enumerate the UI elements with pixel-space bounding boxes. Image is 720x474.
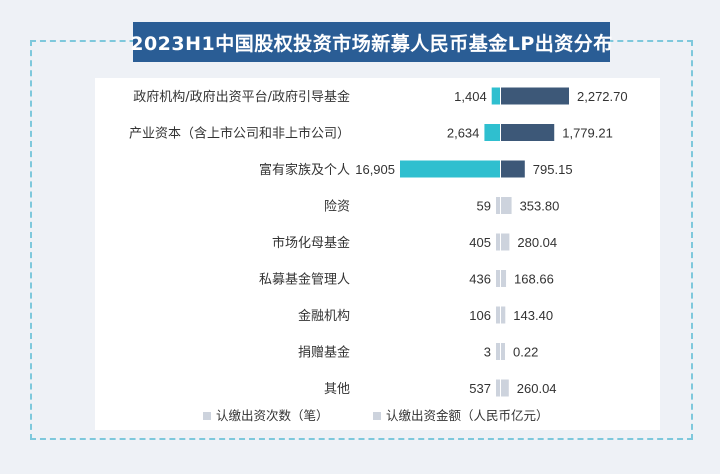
amount-bar bbox=[501, 379, 509, 397]
amount-bar bbox=[501, 124, 555, 141]
chart-panel: 政府机构/政府出资平台/政府引导基金 1,404 2,272.70 产业资本（含上市公… bbox=[95, 78, 660, 430]
amount-bar bbox=[501, 160, 525, 178]
amount-value-label: 353.80 bbox=[520, 199, 560, 214]
legend-swatch bbox=[373, 412, 381, 420]
count-value-label: 537 bbox=[469, 381, 491, 396]
count-value-label: 2,634 bbox=[447, 126, 480, 141]
count-value-label: 1,404 bbox=[454, 89, 487, 104]
count-value-label: 106 bbox=[469, 308, 491, 323]
count-value-label: 59 bbox=[477, 199, 491, 214]
category-label: 捐赠基金 bbox=[298, 345, 350, 361]
amount-bar bbox=[501, 87, 569, 105]
amount-value-label: 2,272.70 bbox=[577, 89, 628, 104]
count-value-label: 16,905 bbox=[355, 162, 395, 177]
amount-bar bbox=[501, 343, 505, 360]
category-label: 富有家族及个人 bbox=[259, 162, 350, 178]
amount-bar bbox=[501, 270, 507, 287]
category-label: 产业资本（含上市公司和非上市公司） bbox=[129, 126, 350, 142]
count-bar bbox=[496, 233, 500, 251]
category-label: 市场化母基金 bbox=[272, 235, 350, 251]
count-value-label: 405 bbox=[469, 235, 491, 250]
amount-value-label: 0.22 bbox=[513, 345, 538, 360]
category-label: 私募基金管理人 bbox=[259, 272, 350, 288]
amount-bar bbox=[501, 233, 510, 251]
count-value-label: 436 bbox=[469, 272, 491, 287]
legend-swatch bbox=[203, 412, 211, 420]
category-label: 险资 bbox=[324, 200, 350, 215]
count-bar bbox=[484, 124, 500, 141]
legend-label: 认缴出资金额（人民币亿元） bbox=[386, 408, 549, 423]
category-label: 政府机构/政府出资平台/政府引导基金 bbox=[133, 89, 350, 105]
amount-value-label: 168.66 bbox=[514, 272, 554, 287]
amount-value-label: 143.40 bbox=[513, 308, 553, 323]
amount-bar bbox=[501, 306, 506, 324]
count-bar bbox=[496, 270, 500, 287]
count-bar bbox=[496, 343, 500, 360]
count-bar bbox=[491, 87, 500, 105]
count-bar bbox=[496, 306, 500, 324]
count-bar bbox=[400, 160, 500, 178]
amount-value-label: 260.04 bbox=[517, 381, 557, 396]
category-label: 金融机构 bbox=[298, 308, 350, 324]
amount-value-label: 280.04 bbox=[517, 235, 557, 250]
chart-title: 2023H1中国股权投资市场新募人民币基金LP出资分布 bbox=[130, 22, 612, 62]
amount-bar bbox=[501, 197, 512, 214]
legend-label: 认缴出资次数（笔） bbox=[216, 408, 329, 423]
butterfly-bar-chart: 政府机构/政府出资平台/政府引导基金 1,404 2,272.70 产业资本（含上市公… bbox=[129, 87, 628, 423]
count-bar bbox=[496, 379, 500, 397]
category-label: 其他 bbox=[324, 382, 350, 397]
amount-value-label: 1,779.21 bbox=[562, 126, 613, 141]
count-value-label: 3 bbox=[484, 345, 491, 360]
amount-value-label: 795.15 bbox=[533, 162, 573, 177]
count-bar bbox=[496, 197, 500, 214]
